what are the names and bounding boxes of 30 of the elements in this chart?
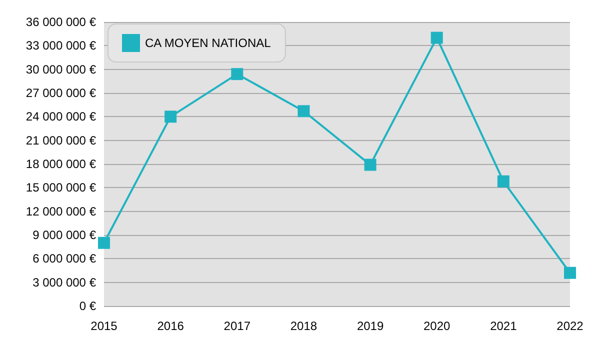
y-tick-label: 6 000 000 € — [32, 252, 96, 266]
x-tick-label: 2018 — [290, 319, 318, 333]
point — [564, 266, 576, 279]
y-tick-label: 18 000 000 € — [26, 157, 96, 171]
point — [164, 110, 177, 123]
x-tick-label: 2016 — [157, 319, 184, 333]
y-tick-label: 21 000 000 € — [26, 133, 96, 148]
x-tick-label: 2017 — [224, 319, 251, 333]
point — [98, 236, 110, 249]
y-tick-label: 0 € — [79, 299, 96, 313]
y-tick-label: 36 000 000 € — [26, 15, 96, 29]
y-tick-label: 3 000 000 € — [32, 275, 96, 290]
point — [364, 158, 376, 171]
legend-label: CA MOYEN NATIONAL — [145, 36, 272, 50]
x-tick-label: 2015 — [90, 319, 118, 333]
x-tick-label: 2019 — [356, 319, 384, 333]
y-tick-label: 30 000 000 € — [26, 62, 96, 76]
y-tick-label: 12 000 000 € — [26, 204, 96, 218]
point — [231, 68, 244, 80]
y-tick-label: 24 000 000 € — [26, 110, 96, 124]
x-tick-label: 2020 — [424, 319, 451, 333]
point — [497, 175, 510, 188]
y-tick-label: 27 000 000 € — [26, 86, 96, 100]
x-tick-label: 2022 — [556, 319, 584, 333]
y-tick-label: 15 000 000 € — [26, 180, 96, 195]
point — [298, 105, 310, 118]
x-tick-label: 2021 — [490, 319, 518, 333]
y-tick-label: 9 000 000 € — [32, 228, 96, 242]
y-tick-label: 33 000 000 € — [26, 38, 96, 53]
point — [430, 32, 443, 44]
